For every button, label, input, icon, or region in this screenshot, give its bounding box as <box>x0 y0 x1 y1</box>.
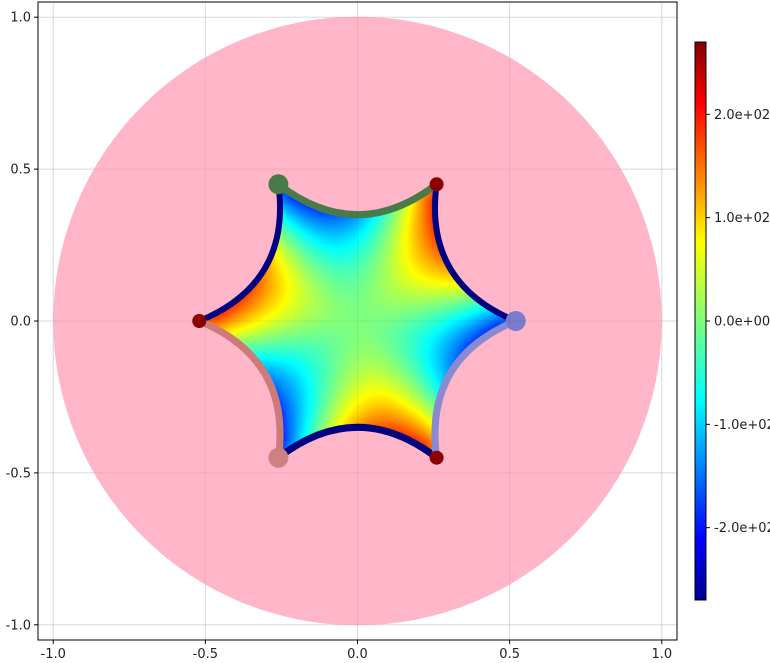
colorbar-tick-label-1: -1.0e+02 <box>714 418 770 433</box>
vertex-marker-4 <box>268 447 289 468</box>
y-tick-label-0: -1.0 <box>6 618 31 633</box>
vertex-marker-3 <box>192 314 207 328</box>
x-tick-label-1: -0.5 <box>193 647 218 662</box>
x-tick-label-3: 0.5 <box>499 647 520 662</box>
y-axis-ticks: -1.0 -0.5 0.0 0.5 1.0 <box>6 11 38 633</box>
vertex-marker-0 <box>505 311 526 331</box>
y-tick-label-2: 0.0 <box>10 315 31 330</box>
y-tick-label-4: 1.0 <box>10 11 31 26</box>
x-tick-label-2: 0.0 <box>347 647 368 662</box>
x-tick-label-4: 1.0 <box>651 647 672 662</box>
y-tick-label-3: 0.5 <box>10 163 31 178</box>
colorbar-tick-label-4: 2.0e+02 <box>714 108 770 123</box>
highlighted-edge-3 <box>431 317 520 462</box>
vertex-marker-5 <box>429 450 444 465</box>
y-tick-label-1: -0.5 <box>6 466 31 481</box>
colorbar-tick-label-2: 0.0e+00 <box>714 315 770 330</box>
colorbar-tick-label-3: 1.0e+02 <box>714 211 770 226</box>
vertex-markers <box>192 174 526 468</box>
colorbar-gradient <box>694 41 707 601</box>
highlighted-edge-0 <box>274 180 441 219</box>
vertex-marker-1 <box>429 177 444 192</box>
x-tick-label-0: -1.0 <box>41 647 66 662</box>
colorbar-tick-label-0: -2.0e+02 <box>714 521 770 536</box>
grid-overlay <box>38 2 677 640</box>
highlighted-edge-1 <box>195 317 284 462</box>
x-axis-ticks: -1.0 -0.5 0.0 0.5 1.0 <box>41 640 672 662</box>
colorbar: -2.0e+02 -1.0e+02 0.0e+00 1.0e+02 2.0e+02 <box>694 41 770 601</box>
vertex-marker-2 <box>268 174 289 195</box>
highlighted-edge-2 <box>274 423 441 462</box>
colorbar-ticks: -2.0e+02 -1.0e+02 0.0e+00 1.0e+02 2.0e+02 <box>706 108 770 536</box>
